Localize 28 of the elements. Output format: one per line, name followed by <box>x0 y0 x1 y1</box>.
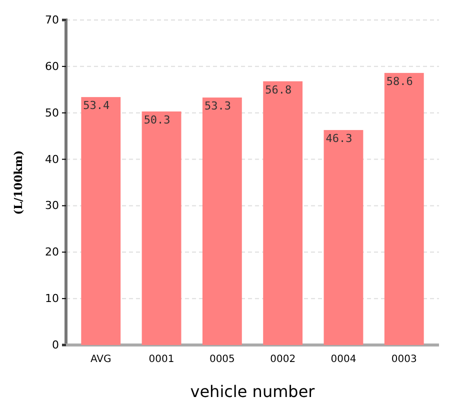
data-label: 58.6 <box>386 74 413 88</box>
x-tick-label: AVG <box>90 354 112 366</box>
y-axis-title: (L/100km) <box>12 150 25 215</box>
bar <box>263 81 303 345</box>
y-tick-label: 0 <box>52 338 59 352</box>
y-tick-label: 30 <box>45 199 59 212</box>
bar <box>142 111 182 345</box>
data-label: 53.3 <box>204 100 231 113</box>
bar <box>384 72 424 345</box>
x-tick-label: 0004 <box>330 354 356 366</box>
y-tick-label: 40 <box>45 152 59 166</box>
x-tick-label: 0003 <box>391 354 417 366</box>
x-tick-label: 0002 <box>270 354 296 366</box>
bar <box>81 97 121 345</box>
bar <box>324 130 364 345</box>
x-tick-label: 0005 <box>209 354 235 366</box>
y-tick-label: 20 <box>45 246 59 259</box>
y-tick-label: 70 <box>45 14 59 27</box>
data-label: 46.3 <box>326 132 352 146</box>
bar <box>202 98 242 345</box>
x-axis-title: vehicle number <box>190 382 316 401</box>
data-label: 53.4 <box>83 99 110 112</box>
y-tick-label: 50 <box>45 106 59 120</box>
data-label: 50.3 <box>144 113 170 126</box>
x-tick-label: 0001 <box>148 354 174 366</box>
y-tick-label: 10 <box>45 292 59 306</box>
y-tick-label: 60 <box>45 60 59 73</box>
data-label: 56.8 <box>265 83 292 96</box>
